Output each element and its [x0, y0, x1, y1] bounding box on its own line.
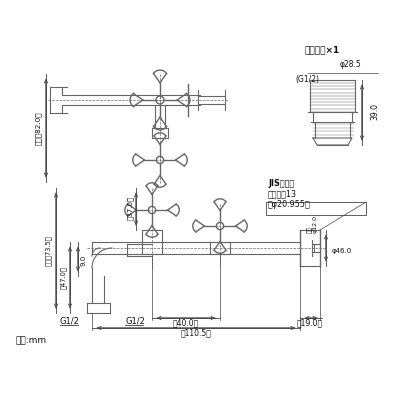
Text: （19.0）: （19.0）: [297, 318, 323, 327]
Text: （37.0）: （37.0）: [127, 196, 133, 220]
Text: φ28.5: φ28.5: [340, 60, 362, 69]
Bar: [266, 202, 366, 215]
Text: JIS給水栓: JIS給水栓: [268, 179, 294, 188]
Text: G1/2: G1/2: [125, 316, 145, 325]
Text: ネジロ金×1: ネジロ金×1: [304, 45, 340, 54]
Text: （110.5）: （110.5）: [180, 328, 212, 337]
Text: φ12.0: φ12.0: [312, 215, 318, 233]
Text: 39.0: 39.0: [370, 104, 379, 120]
Text: 取付ねじ13: 取付ねじ13: [268, 189, 297, 198]
Text: 9.0: 9.0: [80, 254, 86, 266]
Text: （φ20.955）: （φ20.955）: [268, 200, 311, 209]
Text: （40.0）: （40.0）: [173, 318, 199, 327]
Text: φ46.0: φ46.0: [332, 248, 352, 254]
Text: 単位:mm: 単位:mm: [15, 336, 46, 345]
Text: （47.0）: （47.0）: [60, 266, 66, 290]
Text: 内径: 内径: [307, 226, 313, 233]
Text: (G1/2): (G1/2): [295, 75, 319, 84]
Text: （最大82.0）: （最大82.0）: [35, 111, 41, 145]
Text: （最大73.5）: （最大73.5）: [45, 236, 51, 266]
Text: G1/2: G1/2: [60, 316, 80, 325]
